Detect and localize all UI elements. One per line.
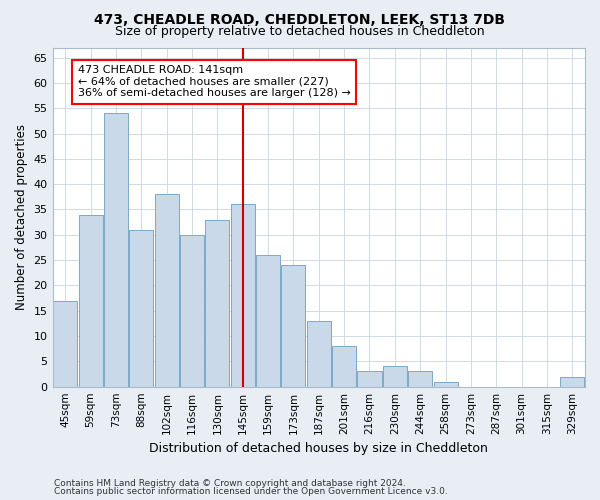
Bar bbox=[53, 300, 77, 386]
Bar bbox=[79, 214, 103, 386]
Text: Contains HM Land Registry data © Crown copyright and database right 2024.: Contains HM Land Registry data © Crown c… bbox=[54, 478, 406, 488]
Bar bbox=[256, 255, 280, 386]
Text: 473 CHEADLE ROAD: 141sqm
← 64% of detached houses are smaller (227)
36% of semi-: 473 CHEADLE ROAD: 141sqm ← 64% of detach… bbox=[78, 65, 351, 98]
Bar bbox=[104, 114, 128, 386]
Bar bbox=[332, 346, 356, 387]
X-axis label: Distribution of detached houses by size in Cheddleton: Distribution of detached houses by size … bbox=[149, 442, 488, 455]
Bar bbox=[408, 372, 432, 386]
Bar bbox=[230, 204, 255, 386]
Bar bbox=[155, 194, 179, 386]
Text: 473, CHEADLE ROAD, CHEDDLETON, LEEK, ST13 7DB: 473, CHEADLE ROAD, CHEDDLETON, LEEK, ST1… bbox=[95, 12, 505, 26]
Bar bbox=[358, 372, 382, 386]
Bar bbox=[560, 376, 584, 386]
Bar bbox=[180, 235, 204, 386]
Bar bbox=[434, 382, 458, 386]
Bar bbox=[205, 220, 229, 386]
Bar bbox=[281, 265, 305, 386]
Y-axis label: Number of detached properties: Number of detached properties bbox=[15, 124, 28, 310]
Bar bbox=[307, 321, 331, 386]
Text: Contains public sector information licensed under the Open Government Licence v3: Contains public sector information licen… bbox=[54, 487, 448, 496]
Text: Size of property relative to detached houses in Cheddleton: Size of property relative to detached ho… bbox=[115, 25, 485, 38]
Bar bbox=[129, 230, 154, 386]
Bar bbox=[383, 366, 407, 386]
